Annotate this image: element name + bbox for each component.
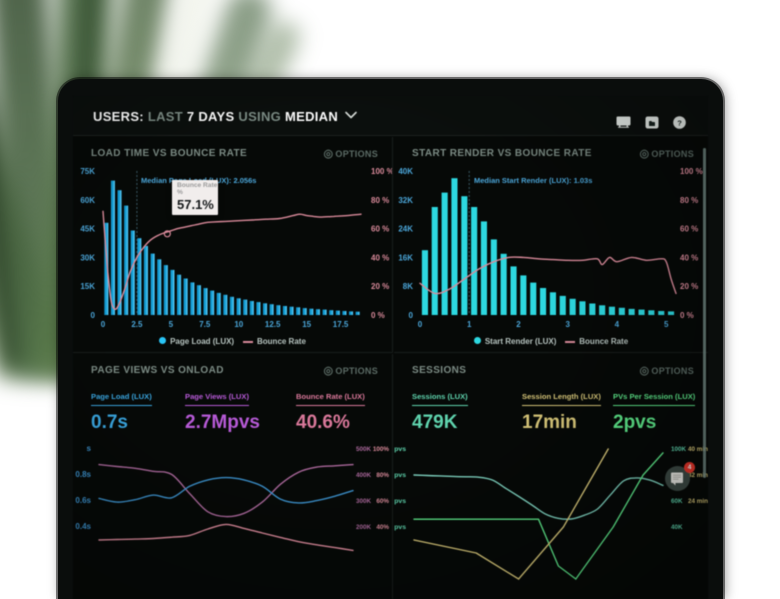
svg-text:0.6s: 0.6s [75,496,91,505]
svg-text:2.4 pvs: 2.4 pvs [394,498,406,505]
svg-text:3.2 pvs: 3.2 pvs [394,472,406,479]
svg-text:60 %: 60 % [371,225,389,234]
svg-text:100K: 100K [671,446,687,453]
svg-text:3: 3 [565,320,570,329]
svg-text:400K: 400K [356,472,372,479]
svg-text:300K: 300K [356,498,372,505]
svg-text:80 %: 80 % [371,196,389,205]
svg-text:4: 4 [615,320,620,329]
svg-text:60 %: 60 % [680,225,698,234]
svg-text:0 %: 0 % [680,311,694,320]
svg-text:0: 0 [101,320,106,329]
svg-text:40%: 40% [376,524,389,531]
svg-text:7.5: 7.5 [199,320,211,329]
svg-text:30K: 30K [80,253,95,262]
svg-text:4 pvs: 4 pvs [394,446,406,453]
svg-text:0.4s: 0.4s [75,522,91,531]
svg-text:8K: 8K [403,282,413,291]
svg-text:40K: 40K [398,167,413,176]
svg-text:15: 15 [302,320,311,329]
svg-text:100 %: 100 % [680,167,703,176]
svg-text:75K: 75K [80,167,95,176]
svg-text:1.6 pvs: 1.6 pvs [394,524,406,531]
svg-text:1: 1 [467,320,472,329]
svg-text:0.8s: 0.8s [75,470,91,479]
svg-text:80 %: 80 % [680,196,698,205]
svg-text:20 %: 20 % [371,282,389,291]
svg-text:10: 10 [234,320,243,329]
svg-text:0 %: 0 % [371,311,385,320]
svg-text:5: 5 [664,320,669,329]
svg-text:15K: 15K [80,282,95,291]
svg-text:40 %: 40 % [371,253,389,262]
svg-text:500K: 500K [356,446,372,453]
svg-text:0: 0 [91,311,96,320]
svg-text:100%: 100% [373,446,390,453]
svg-text:32K: 32K [398,196,413,205]
svg-text:17.5: 17.5 [333,320,349,329]
svg-text:60%: 60% [376,498,389,505]
svg-text:16K: 16K [398,253,413,262]
svg-text:45K: 45K [80,225,95,234]
svg-text:20 %: 20 % [680,282,698,291]
svg-text:60K: 60K [80,196,95,205]
svg-text:Median Start Render (LUX): 1.0: Median Start Render (LUX): 1.03s [474,176,592,185]
svg-text:5: 5 [169,320,174,329]
svg-text:80%: 80% [376,472,389,479]
svg-text:200K: 200K [356,524,372,531]
svg-text:2: 2 [516,320,521,329]
svg-text:40K: 40K [671,524,683,531]
svg-text:60K: 60K [671,498,683,505]
svg-text:0: 0 [418,320,423,329]
svg-text:2.5: 2.5 [131,320,143,329]
svg-text:40 %: 40 % [680,253,698,262]
svg-text:24K: 24K [398,225,413,234]
svg-text:s: s [87,444,92,453]
svg-text:100 %: 100 % [371,167,393,176]
svg-text:12.5: 12.5 [265,320,281,329]
svg-text:0: 0 [409,311,414,320]
svg-text:24 min: 24 min [688,498,708,505]
svg-text:?: ? [677,118,682,127]
